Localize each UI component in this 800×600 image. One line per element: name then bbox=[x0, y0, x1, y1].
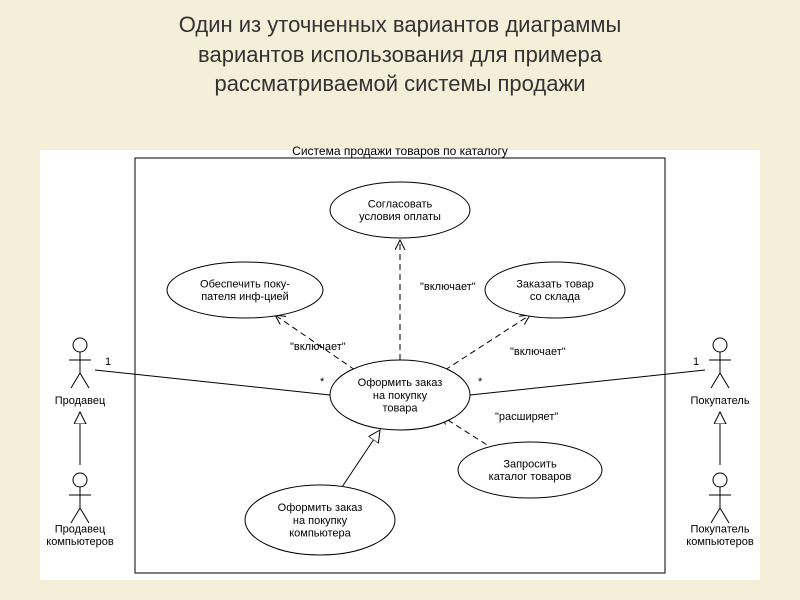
svg-text:*: * bbox=[320, 376, 325, 388]
svg-text:со склада: со склада bbox=[530, 291, 581, 303]
svg-text:Продавец: Продавец bbox=[55, 524, 106, 536]
svg-text:Покупатель: Покупатель bbox=[690, 524, 749, 536]
svg-text:пателя инф-цией: пателя инф-цией bbox=[201, 291, 289, 303]
svg-text:Обеспечить поку-: Обеспечить поку- bbox=[200, 279, 290, 291]
svg-text:Оформить заказ: Оформить заказ bbox=[358, 377, 443, 389]
svg-text:Оформить заказ: Оформить заказ bbox=[278, 502, 363, 514]
svg-text:Покупатель: Покупатель bbox=[690, 395, 749, 407]
svg-text:Система продажи товаров по кат: Система продажи товаров по каталогу bbox=[292, 144, 508, 158]
svg-text:компьютера: компьютера bbox=[289, 528, 351, 540]
svg-text:1: 1 bbox=[693, 356, 699, 368]
svg-text:"включает": "включает" bbox=[510, 346, 566, 358]
svg-text:Заказать товар: Заказать товар bbox=[516, 279, 594, 291]
svg-text:1: 1 bbox=[105, 356, 111, 368]
svg-text:товара: товара bbox=[382, 403, 418, 415]
svg-text:каталог товаров: каталог товаров bbox=[489, 471, 572, 483]
svg-text:на покупку: на покупку bbox=[293, 515, 348, 527]
svg-text:*: * bbox=[478, 376, 483, 388]
svg-text:условия оплаты: условия оплаты bbox=[359, 211, 441, 223]
svg-text:Согласовать: Согласовать bbox=[368, 199, 433, 211]
use-case-diagram: Система продажи товаров по каталогу 1 * 1 * "… bbox=[0, 0, 800, 600]
svg-text:компьютеров: компьютеров bbox=[686, 536, 754, 548]
svg-text:Запросить: Запросить bbox=[503, 459, 557, 471]
svg-text:компьютеров: компьютеров bbox=[46, 536, 114, 548]
svg-text:"включает": "включает" bbox=[290, 341, 346, 353]
svg-text:на покупку: на покупку bbox=[373, 390, 428, 402]
svg-text:"расширяет": "расширяет" bbox=[495, 411, 558, 423]
svg-text:Продавец: Продавец bbox=[55, 395, 106, 407]
svg-text:"включает": "включает" bbox=[420, 281, 476, 293]
